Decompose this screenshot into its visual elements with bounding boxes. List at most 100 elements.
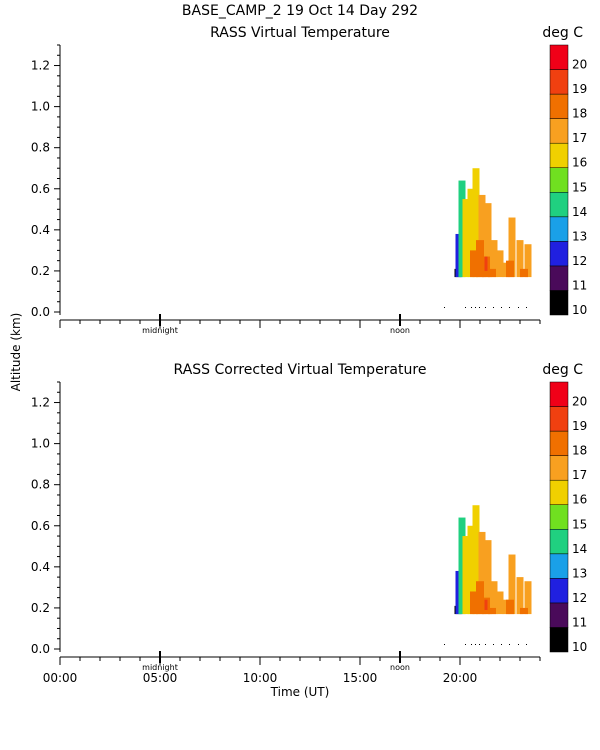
colorbar-label: 19 [572,419,587,433]
y-tick-label: 1.0 [31,100,50,114]
colorbar-label: 13 [572,229,587,243]
colorbar-swatch [549,553,569,579]
y-axis-label: Altitude (km) [9,313,23,392]
colorbar-swatch [549,192,569,218]
colorbar-swatch [549,265,569,291]
warm-core-cell [470,250,478,278]
warm-core-cell [476,240,484,278]
no-data-dot [444,307,445,308]
x-tick-label: 15:00 [343,671,378,685]
y-tick-label: 0.4 [31,223,50,237]
data-cell [458,517,466,615]
colorbar-label: 12 [572,591,587,605]
data-cell [478,194,486,278]
data-cell [462,536,470,615]
colorbar-label: 14 [572,205,587,219]
data-layer [454,505,532,615]
no-data-dot [471,307,472,308]
colorbar-swatch [549,529,569,555]
no-data-dot [471,644,472,645]
figure-title: BASE_CAMP_2 19 Oct 14 Day 292 [182,3,418,19]
data-cell [496,591,504,615]
y-tick-label: 1.2 [31,396,50,410]
colorbar: 10 11 12 13 14 15 16 17 18 19 20 deg C [542,25,587,317]
colorbar-swatch [549,406,569,432]
colorbar-unit: deg C [542,25,583,41]
y-tick-label: 1.2 [31,59,50,73]
data-cell [524,244,532,278]
y-tick-label: 1.0 [31,437,50,451]
colorbar-label: 15 [572,180,587,194]
panel-virtual-temperature: RASS Virtual Temperature 0.0 0.2 0.4 0.6 0.8 1… [31,25,587,335]
colorbar: 10 11 12 13 14 15 16 17 18 19 20 deg C [542,362,587,654]
no-data-dot [493,644,494,645]
colorbar-swatch [549,430,569,456]
no-data-dot [485,644,486,645]
data-cell [472,505,480,615]
y-tick-label: 0.2 [31,601,50,615]
axes [54,381,541,665]
colorbar-unit: deg C [542,362,583,378]
no-data-dot [475,644,476,645]
x-tick-label: 05:00 [143,671,178,685]
colorbar-swatch [549,118,569,144]
colorbar-label: 16 [572,493,587,507]
colorbar-swatch [549,455,569,481]
hot-spot-cell [484,599,488,610]
data-cell [508,217,516,278]
colorbar-label: 11 [572,278,587,292]
no-data-dot [501,644,502,645]
data-cell [508,554,516,615]
data-layer [454,168,532,278]
axes [54,44,541,328]
y-tick-label: 0.6 [31,519,50,533]
data-cell [490,240,498,278]
data-cell [484,540,492,615]
warm-core-cell [520,268,528,278]
data-cell [524,581,532,615]
day-marker-label: noon [390,663,410,672]
data-cell [467,525,475,615]
day-marker-label: noon [390,326,410,335]
x-tick-label: 00:00 [43,671,78,685]
colorbar-label: 19 [572,82,587,96]
colorbar-label: 10 [572,640,587,654]
x-tick-label: 20:00 [443,671,478,685]
data-cell [458,180,466,278]
colorbar-swatch [549,627,569,653]
no-data-dot [526,307,527,308]
warm-core-cell [520,607,528,615]
colorbar-swatch [549,167,569,193]
no-data-dot [479,307,480,308]
colorbar-swatch [549,504,569,530]
colorbar-swatch [549,216,569,242]
warm-core-cell [488,607,496,615]
colorbar-label: 20 [572,58,587,72]
no-data-dot [493,307,494,308]
x-tick-label: 10:00 [243,671,278,685]
panel-corrected-virtual-temperature: RASS Corrected Virtual Temperature 0.0 0.2… [31,362,587,685]
y-tick-label: 0.4 [31,560,50,574]
colorbar-label: 17 [572,468,587,482]
data-cell [467,188,475,278]
colorbar-label: 11 [572,615,587,629]
colorbar-swatch [549,290,569,316]
colorbar-swatch [549,241,569,267]
panel-title: RASS Corrected Virtual Temperature [174,362,427,378]
no-data-dot [509,307,510,308]
warm-core-cell [506,260,514,278]
data-cell [516,577,524,615]
y-tick-label: 0.6 [31,182,50,196]
data-cell [490,581,498,615]
colorbar-label: 20 [572,395,587,409]
data-cell [516,240,524,278]
day-marker-label: midnight [142,663,178,672]
no-data-dot [444,644,445,645]
warm-core-cell [470,591,478,615]
colorbar-label: 10 [572,303,587,317]
colorbar-label: 14 [572,542,587,556]
colorbar-swatch [549,93,569,119]
warm-core-cell [506,599,514,615]
no-data-dot [518,307,519,308]
